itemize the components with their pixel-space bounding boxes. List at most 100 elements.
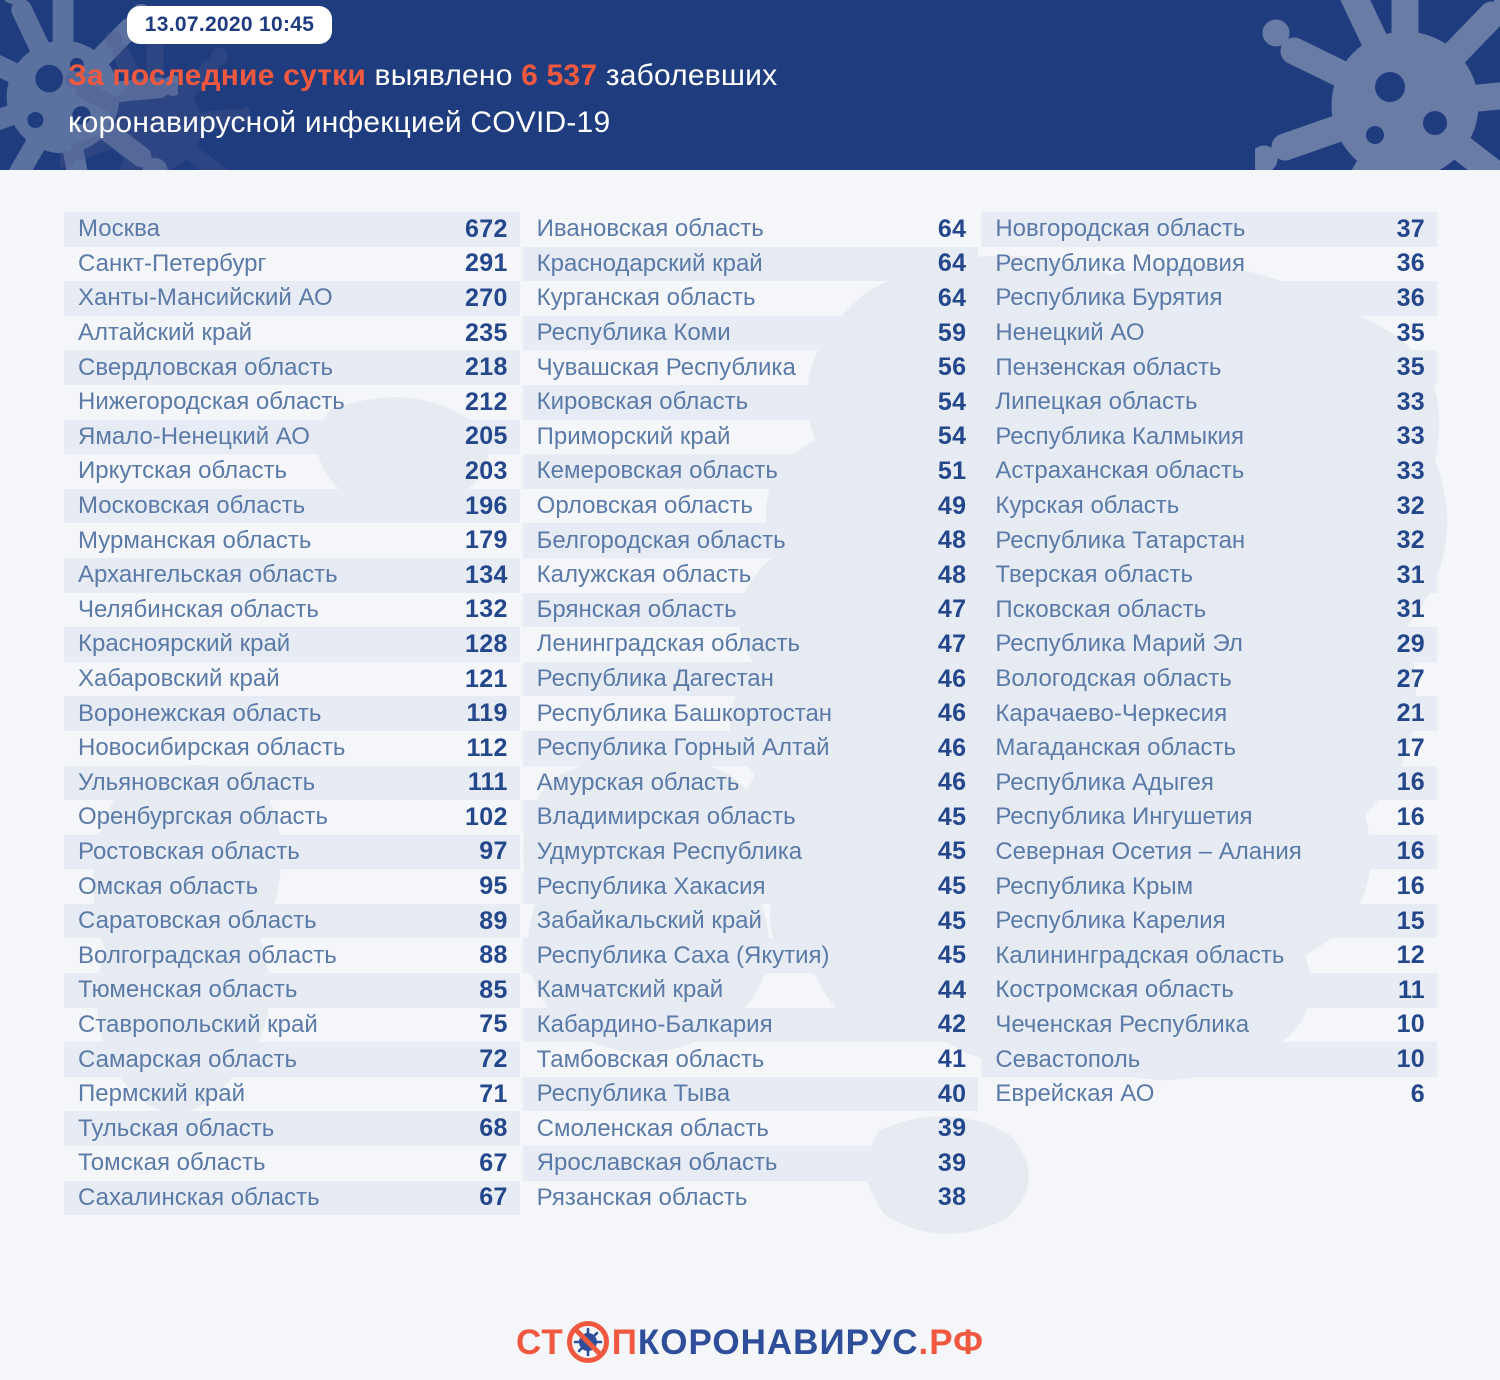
region-value: 39 bbox=[937, 1114, 967, 1143]
table-row: Тверская область 31 bbox=[981, 557, 1438, 593]
table-row: Забайкальский край 45 bbox=[523, 904, 979, 939]
region-name: Омская область bbox=[78, 872, 259, 900]
table-row: Хабаровский край 121 bbox=[64, 662, 520, 697]
table-row: Санкт-Петербург 291 bbox=[64, 247, 520, 282]
region-value: 95 bbox=[479, 872, 508, 901]
region-value: 46 bbox=[937, 664, 967, 693]
region-value: 119 bbox=[466, 699, 508, 728]
region-name: Краснодарский край bbox=[536, 249, 763, 277]
region-name: Ярославская область bbox=[536, 1149, 778, 1177]
region-value: 16 bbox=[1396, 837, 1426, 866]
region-value: 51 bbox=[937, 456, 967, 485]
region-value: 59 bbox=[937, 318, 967, 347]
region-name: Московская область bbox=[78, 492, 306, 520]
regions-column-2: Ивановская область 64 Краснодарский край 64… bbox=[522, 212, 979, 1215]
region-value: 64 bbox=[937, 283, 967, 312]
region-name: Астраханская область bbox=[995, 457, 1245, 485]
logo-text-suffix: .РФ bbox=[918, 1322, 985, 1362]
table-row: Белгородская область 48 bbox=[522, 523, 979, 558]
region-name: Еврейская АО bbox=[995, 1080, 1155, 1108]
region-value: 39 bbox=[937, 1148, 967, 1177]
region-name: Пензенская область bbox=[995, 353, 1222, 381]
region-name: Саратовская область bbox=[78, 907, 317, 935]
table-row: Владимирская область 45 bbox=[522, 800, 979, 835]
region-value: 38 bbox=[937, 1183, 967, 1212]
regions-column-3: Новгородская область 37 Республика Мордови… bbox=[981, 212, 1438, 1215]
region-name: Чеченская Республика bbox=[995, 1010, 1250, 1038]
region-name: Курская область bbox=[995, 492, 1180, 520]
region-value: 64 bbox=[937, 214, 967, 243]
table-row: Курская область 32 bbox=[981, 488, 1438, 524]
region-name: Архангельская область bbox=[78, 561, 338, 589]
region-name: Республика Тыва bbox=[536, 1080, 731, 1108]
region-value: 45 bbox=[937, 872, 967, 901]
region-name: Вологодская область bbox=[995, 665, 1232, 693]
table-row: Псковская область 31 bbox=[981, 593, 1437, 628]
table-row: Орловская область 49 bbox=[523, 489, 979, 524]
title-plain-1: выявлено bbox=[366, 59, 522, 92]
region-name: Орловская область bbox=[536, 492, 753, 520]
region-value: 45 bbox=[937, 802, 967, 831]
region-name: Республика Мордовия bbox=[995, 249, 1245, 277]
table-row: Чувашская Республика 56 bbox=[523, 350, 979, 385]
region-name: Курганская область bbox=[536, 284, 756, 312]
region-value: 85 bbox=[479, 975, 508, 1004]
region-name: Забайкальский край bbox=[536, 907, 762, 935]
region-value: 68 bbox=[479, 1114, 508, 1143]
region-value: 112 bbox=[466, 733, 508, 762]
region-name: Республика Башкортостан bbox=[536, 699, 833, 727]
virus-splat-icon bbox=[1255, 0, 1500, 170]
region-name: Свердловская область bbox=[78, 353, 333, 381]
region-value: 45 bbox=[937, 941, 967, 970]
region-value: 36 bbox=[1396, 249, 1426, 278]
table-row: Приморский край 54 bbox=[523, 420, 979, 455]
region-name: Тамбовская область bbox=[536, 1045, 765, 1073]
table-row: Брянская область 47 bbox=[522, 592, 979, 628]
table-row: Курганская область 64 bbox=[523, 281, 979, 316]
table-row: Пермский край 71 bbox=[64, 1077, 520, 1112]
region-value: 71 bbox=[479, 1079, 508, 1108]
table-row: Москва 672 bbox=[64, 212, 520, 247]
no-virus-icon bbox=[566, 1321, 609, 1363]
table-row: Северная Осетия – Алания 16 bbox=[981, 834, 1438, 870]
regions-column-1: Москва 672 Санкт-Петербург 291 Ханты-Мансийс… bbox=[64, 212, 520, 1216]
region-name: Новгородская область bbox=[995, 215, 1246, 243]
table-row: Иркутская область 203 bbox=[64, 454, 520, 489]
region-value: 196 bbox=[465, 491, 508, 520]
table-row: Республика Тыва 40 bbox=[522, 1076, 979, 1112]
region-name: Иркутская область bbox=[78, 457, 287, 485]
region-value: 67 bbox=[479, 1148, 508, 1177]
table-row: Липецкая область 33 bbox=[981, 385, 1437, 420]
region-name: Республика Адыгея bbox=[995, 768, 1214, 796]
region-value: 64 bbox=[937, 249, 967, 278]
region-value: 179 bbox=[465, 526, 508, 555]
region-value: 16 bbox=[1396, 802, 1426, 831]
table-row: Ивановская область 64 bbox=[523, 212, 979, 247]
region-name: Республика Ингушетия bbox=[995, 803, 1253, 831]
title-plain-2: заболевших bbox=[597, 59, 778, 92]
region-name: Республика Коми bbox=[536, 319, 731, 347]
region-value: 128 bbox=[465, 629, 508, 658]
region-value: 16 bbox=[1396, 872, 1426, 901]
region-name: Хабаровский край bbox=[78, 665, 280, 693]
table-row: Костромская область 11 bbox=[981, 973, 1438, 1008]
table-row: Республика Калмыкия 33 bbox=[981, 419, 1438, 455]
table-row: Томская область 67 bbox=[64, 1146, 520, 1181]
region-value: 12 bbox=[1396, 941, 1426, 970]
region-name: Москва bbox=[78, 215, 160, 243]
region-name: Санкт-Петербург bbox=[78, 249, 267, 277]
region-value: 35 bbox=[1396, 353, 1426, 382]
region-name: Ульяновская область bbox=[78, 768, 316, 796]
region-name: Ростовская область bbox=[78, 837, 300, 865]
footer: СТ П КОРОНАВИРУС .РФ bbox=[0, 1304, 1500, 1380]
region-value: 41 bbox=[937, 1045, 967, 1074]
region-name: Красноярский край bbox=[78, 630, 291, 658]
region-value: 67 bbox=[479, 1183, 508, 1212]
table-row: Республика Адыгея 16 bbox=[981, 765, 1438, 801]
region-name: Челябинская область bbox=[78, 595, 319, 623]
region-name: Удмуртская Республика bbox=[536, 837, 803, 865]
region-name: Брянская область bbox=[536, 595, 737, 623]
region-name: Ханты-Мансийский АО bbox=[78, 284, 333, 312]
table-row: Кабардино-Балкария 42 bbox=[522, 1007, 979, 1043]
region-value: 291 bbox=[465, 249, 508, 278]
